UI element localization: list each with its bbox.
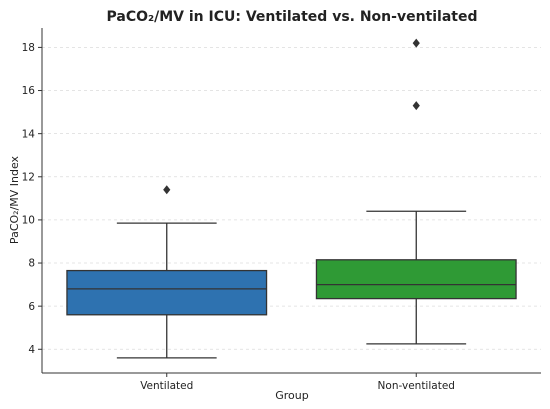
box [315,259,517,300]
box [66,269,268,316]
y-tick-label: 14 [22,128,36,140]
axis-ticks: 4 6 8 10 12 14 16 18 Ventilated Non-ventilated [22,42,455,392]
y-tick-label: 4 [28,344,35,356]
y-axis-label: PaCO₂/MV Index [8,155,21,244]
x-axis-label: Group [275,389,309,402]
outlier-point [412,101,420,111]
box-group-ventilated [66,185,268,359]
y-tick-label: 18 [22,42,35,54]
outlier-point [163,185,171,195]
chart-title: PaCO₂/MV in ICU: Ventilated vs. Non-vent… [106,9,477,25]
y-tick-label: 6 [28,301,35,313]
y-tick-label: 10 [22,215,35,227]
y-tick-label: 12 [22,171,35,183]
plot-area [66,38,517,359]
y-tick-label: 16 [22,85,36,97]
outlier-point [412,38,420,48]
x-tick-label: Ventilated [140,380,193,392]
x-tick-label: Non-ventilated [378,380,455,392]
box-group-non-ventilated [315,38,517,345]
y-tick-label: 8 [28,258,35,270]
